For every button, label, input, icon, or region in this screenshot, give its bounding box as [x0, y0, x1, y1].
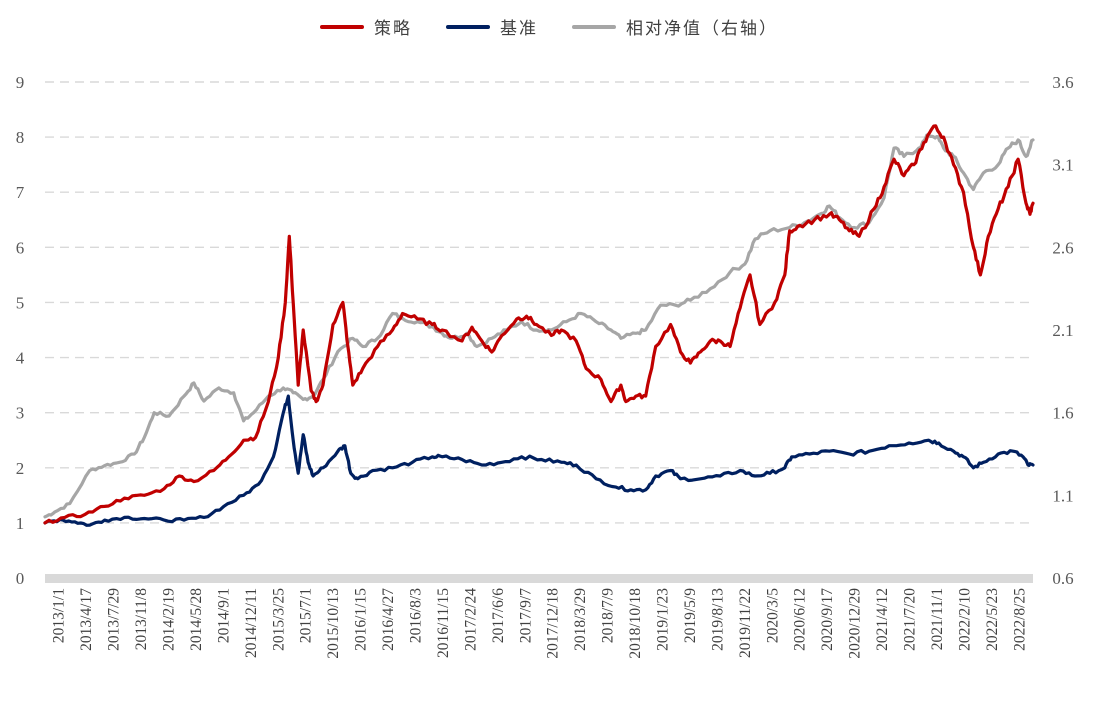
legend-label-strategy: 策略 [374, 19, 412, 39]
x-tick-label: 2017/9/7 [517, 588, 534, 643]
series-lines [43, 124, 1035, 527]
y-left-tick-label: 7 [16, 183, 25, 202]
legend-item-strategy: 策略 [320, 14, 412, 39]
y-left-tick-label: 0 [16, 569, 25, 588]
series-line-strategy [43, 124, 1035, 525]
right-y-axis: 0.6 1.1 1.6 2.1 2.6 3.1 3.6 [1052, 73, 1073, 588]
x-tick-label: 2019/1/23 [655, 588, 672, 651]
gridlines [45, 81, 1033, 524]
y-right-tick-label: 2.6 [1052, 238, 1073, 257]
x-tick-label: 2017/12/18 [545, 588, 562, 659]
y-left-tick-label: 2 [16, 459, 25, 478]
x-tick-label: 2015/3/25 [270, 588, 287, 651]
legend-item-relative-nav: 相对净值（右轴） [572, 14, 778, 39]
x-tick-label: 2019/8/13 [709, 588, 726, 651]
x-tick-label: 2018/3/29 [572, 588, 589, 651]
x-tick-label: 2016/11/15 [435, 588, 452, 658]
x-tick-label: 2013/11/8 [133, 588, 150, 651]
x-tick-label: 2014/12/11 [243, 588, 260, 658]
x-tick-label: 2022/5/23 [984, 588, 1001, 651]
y-left-tick-label: 1 [16, 514, 25, 533]
legend-swatch-relative-nav [572, 24, 616, 29]
left-y-axis: 0 1 2 3 4 5 6 7 8 9 [16, 73, 25, 588]
x-tick-label: 2016/1/15 [353, 588, 370, 651]
legend-label-relative-nav: 相对净值（右轴） [626, 19, 778, 39]
y-left-tick-label: 3 [16, 404, 25, 423]
x-axis-ticks: 2013/1/1 2013/4/17 2013/7/29 2013/11/8 2014/… [51, 588, 1029, 659]
x-tick-label: 2019/5/9 [682, 588, 699, 643]
legend-item-benchmark: 基准 [446, 14, 538, 39]
x-tick-label: 2015/7/1 [298, 588, 315, 643]
x-tick-label: 2018/7/9 [600, 588, 617, 643]
y-left-tick-label: 4 [16, 349, 25, 368]
y-left-tick-label: 5 [16, 293, 25, 312]
x-tick-label: 2017/2/24 [462, 588, 479, 651]
y-right-tick-label: 3.6 [1052, 73, 1073, 92]
y-right-tick-label: 1.1 [1052, 486, 1073, 505]
series-line-benchmark [43, 394, 1035, 527]
legend-swatch-strategy [320, 24, 364, 29]
x-tick-label: 2020/6/12 [792, 588, 809, 651]
x-tick-label: 2021/4/12 [874, 588, 891, 651]
x-tick-label: 2021/7/20 [902, 588, 919, 651]
x-tick-label: 2020/9/17 [819, 588, 836, 651]
x-tick-label: 2014/5/28 [188, 588, 205, 651]
y-left-tick-label: 8 [16, 128, 25, 147]
x-tick-label: 2013/4/17 [78, 588, 95, 651]
x-axis-band [45, 574, 1033, 583]
x-tick-label: 2020/3/5 [764, 588, 781, 643]
x-tick-label: 2015/10/13 [325, 588, 342, 659]
y-right-tick-label: 0.6 [1052, 569, 1073, 588]
legend-swatch-benchmark [446, 24, 490, 29]
x-tick-label: 2021/11/1 [929, 588, 946, 650]
y-right-tick-label: 1.6 [1052, 404, 1073, 423]
x-tick-label: 2017/6/6 [490, 588, 507, 643]
x-tick-label: 2022/2/10 [956, 588, 973, 651]
x-tick-label: 2014/9/1 [215, 588, 232, 643]
x-tick-label: 2018/10/18 [627, 588, 644, 659]
x-tick-label: 2014/2/19 [161, 588, 178, 651]
y-left-tick-label: 6 [16, 238, 25, 257]
x-tick-label: 2013/1/1 [51, 588, 68, 643]
x-tick-label: 2013/7/29 [106, 588, 123, 651]
x-tick-label: 2016/8/3 [408, 588, 425, 643]
y-left-tick-label: 9 [16, 73, 25, 92]
y-right-tick-label: 3.1 [1052, 156, 1073, 175]
x-tick-label: 2019/11/22 [737, 588, 754, 658]
x-tick-label: 2016/4/27 [380, 588, 397, 651]
y-right-tick-label: 2.1 [1052, 321, 1073, 340]
x-tick-label: 2022/8/25 [1011, 588, 1028, 651]
x-tick-label: 2020/12/29 [847, 588, 864, 659]
legend-label-benchmark: 基准 [500, 19, 538, 39]
legend: 策略 基准 相对净值（右轴） [0, 14, 1098, 39]
